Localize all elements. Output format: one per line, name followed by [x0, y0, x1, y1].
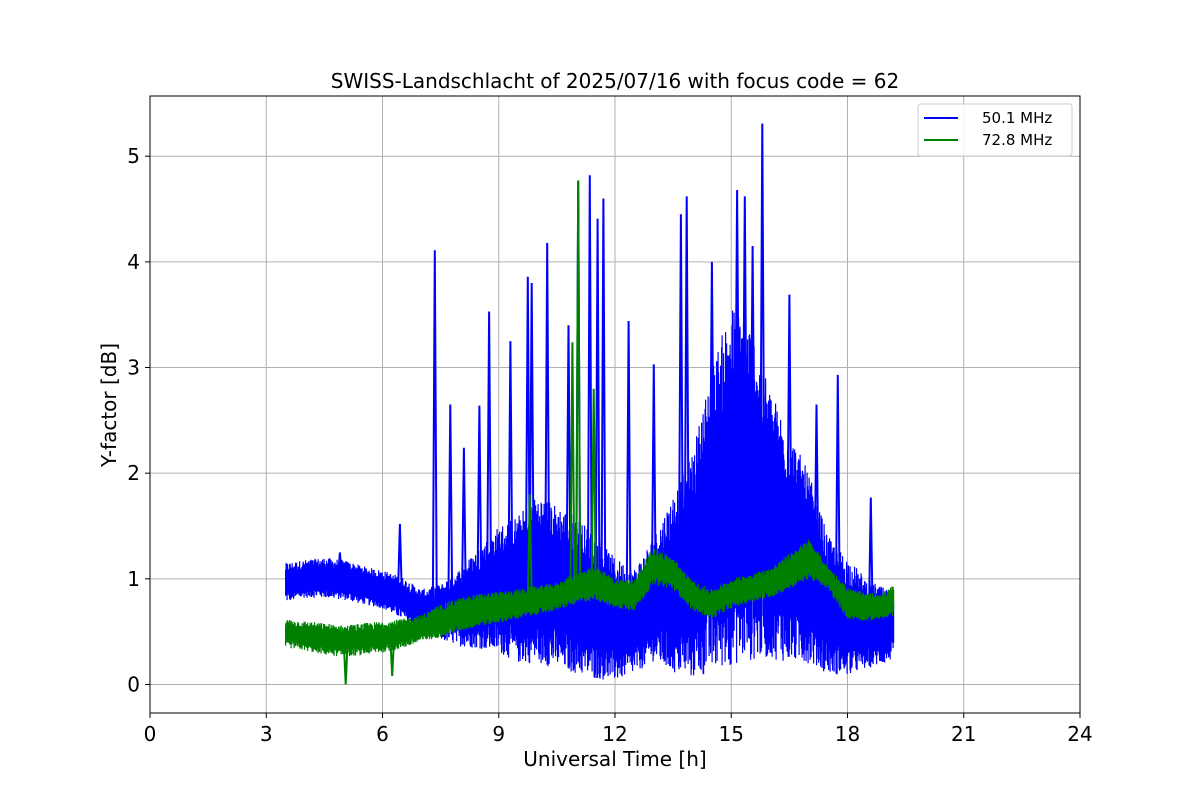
series-0-spike-28 [867, 497, 874, 625]
y-axis-label: Y-factor [dB] [97, 343, 121, 468]
series-0-spike-21 [734, 189, 741, 488]
series-0-spike-15 [600, 198, 607, 613]
series-0-spike-4 [460, 447, 467, 606]
series-1-line [285, 539, 895, 657]
x-tick-label-3: 9 [492, 722, 505, 746]
legend-label-series-1: 72.8 MHz [982, 131, 1052, 149]
series-0-spike-2 [431, 250, 438, 612]
x-tick-label-4: 12 [602, 722, 627, 746]
series-0-spike-24 [759, 123, 766, 512]
series-0-spike-3 [447, 404, 454, 610]
series-0-spike-11 [565, 325, 572, 592]
series-0-spike-26 [813, 404, 820, 584]
series-0-spike-7 [507, 341, 514, 590]
series-0-spike-18 [677, 214, 684, 577]
series-0-spike-9 [528, 282, 535, 583]
series-0 [285, 123, 895, 680]
legend: 50.1 MHz 72.8 MHz [917, 103, 1073, 157]
x-tick-label-2: 6 [376, 722, 389, 746]
series-0-spike-5 [476, 405, 483, 598]
series-0-spike-17 [650, 364, 657, 599]
series-0-spike-22 [741, 196, 748, 491]
x-axis: 0 3 6 9 12 15 18 21 24 [144, 713, 1093, 746]
series-0-spike-14 [594, 218, 601, 610]
series-0-spike-25 [786, 294, 793, 548]
series-0-spike-10 [544, 242, 551, 583]
x-tick-label-0: 0 [144, 722, 157, 746]
y-tick-label-1: 1 [127, 567, 140, 591]
x-tick-label-7: 21 [951, 722, 976, 746]
y-tick-label-2: 2 [127, 461, 140, 485]
series-0-spike-1 [396, 523, 403, 598]
series-1-spike-0 [342, 640, 349, 685]
series-0-line [285, 310, 895, 680]
series-0-spike-16 [625, 320, 632, 621]
chart-title: SWISS-Landschlacht of 2025/07/16 with fo… [331, 69, 899, 93]
series-1 [285, 180, 895, 685]
series-0-spike-27 [834, 374, 841, 612]
series-0-spike-19 [683, 196, 690, 572]
y-tick-label-0: 0 [127, 672, 140, 696]
series-1-spike-4 [575, 180, 582, 588]
y-axis: 0 1 2 3 4 5 [127, 144, 150, 696]
series-0-spike-6 [486, 311, 493, 594]
series-1-spike-5 [590, 388, 597, 584]
x-axis-label: Universal Time [h] [523, 747, 706, 771]
series-0-spike-13 [586, 175, 593, 604]
x-tick-label-1: 3 [260, 722, 273, 746]
legend-label-series-0: 50.1 MHz [982, 109, 1052, 127]
series-0-spike-20 [708, 261, 715, 521]
series-1-spike-1 [389, 635, 396, 677]
y-tick-label-4: 4 [127, 250, 140, 274]
series-0-spike-8 [524, 276, 531, 585]
series-0-spike-0 [336, 552, 343, 580]
x-tick-label-8: 24 [1067, 722, 1092, 746]
x-tick-label-5: 15 [719, 722, 744, 746]
series-1-spike-3 [569, 342, 576, 591]
series-1-spike-2 [526, 494, 533, 602]
series-0-spike-23 [749, 245, 756, 497]
x-tick-label-6: 18 [835, 722, 860, 746]
y-tick-label-5: 5 [127, 144, 140, 168]
series-layer [285, 123, 895, 685]
y-tick-label-3: 3 [127, 356, 140, 380]
